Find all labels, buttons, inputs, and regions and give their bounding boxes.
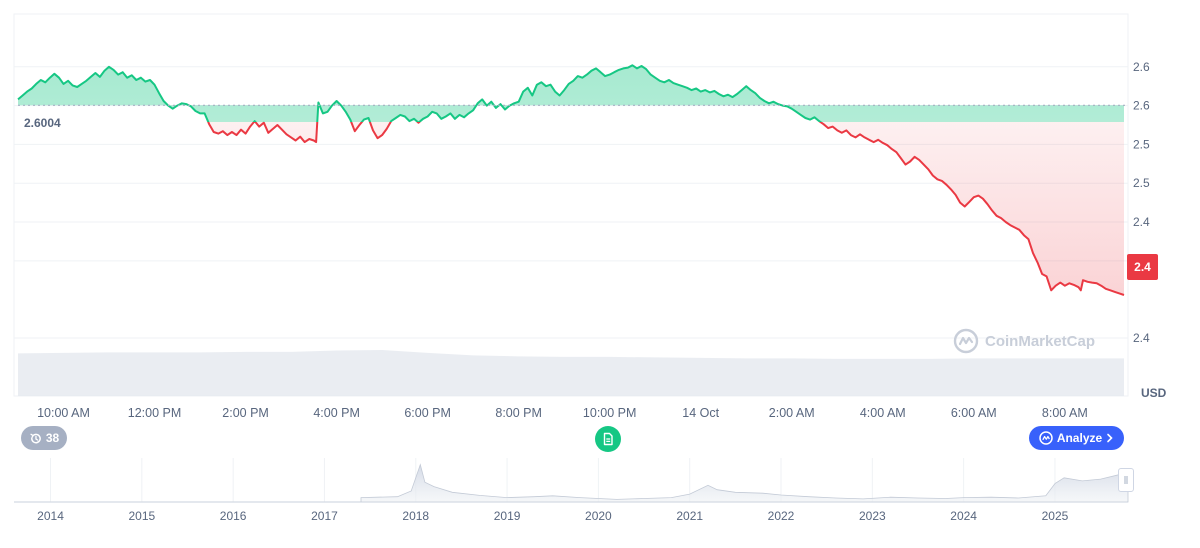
history-button[interactable]: 38 [21,426,67,450]
navigator-year-label-0: 2014 [37,509,64,523]
price-area-above [18,65,1124,122]
analyze-label: Analyze [1056,431,1103,445]
x-tick-label-4: 6:00 PM [404,406,451,420]
y-axis: 2.62.62.52.52.42.42.4 [1133,60,1150,345]
y-axis-unit: USD [1141,386,1167,400]
x-tick-label-6: 10:00 PM [583,406,637,420]
x-axis: 10:00 AM 12:00 PM 2:00 PM 4:00 PM 6:00 PM 8:0… [37,406,1088,420]
price-line [17,64,1125,296]
navigator-year-label-10: 2024 [950,509,977,523]
x-tick-label-8: 2:00 AM [769,406,815,420]
navigator-year-label-6: 2020 [585,509,612,523]
navigator-year-label-8: 2022 [768,509,795,523]
news-marker[interactable] [595,426,621,452]
x-tick-label-9: 4:00 AM [860,406,906,420]
y-tick-label-3: 2.5 [1133,176,1150,190]
x-tick-label-7: 14 Oct [682,406,719,420]
x-tick-label-11: 8:00 AM [1042,406,1088,420]
reference-price-label: 2.6004 [21,115,64,131]
history-count: 38 [45,431,60,445]
analyze-icon [1039,431,1053,445]
x-tick-label-2: 2:00 PM [222,406,269,420]
volume-area [18,350,1124,396]
history-icon [30,433,41,443]
navigator-year-label-4: 2018 [402,509,429,523]
x-tick-label-10: 6:00 AM [951,406,997,420]
current-price-tag: 2.4 [1127,254,1158,280]
y-tick-label-low: 2.4 [1133,331,1150,345]
x-tick-label-5: 8:00 PM [495,406,542,420]
price-line-above [17,64,823,122]
x-tick-label-3: 4:00 PM [313,406,360,420]
volume-area-path [18,350,1124,396]
navigator-area [14,463,1129,503]
chevron-right-icon [1107,433,1113,443]
navigator-year-label-2: 2016 [220,509,247,523]
document-icon [603,432,613,446]
y-tick-label-0: 2.6 [1133,60,1150,74]
navigator-range-handle[interactable] [1118,468,1134,492]
coinmarketcap-logo-icon [953,328,979,354]
y-tick-label-4: 2.4 [1133,215,1150,229]
analyze-button[interactable]: Analyze [1029,426,1124,450]
navigator-year-label-3: 2017 [311,509,338,523]
watermark: CoinMarketCap [953,328,1095,354]
navigator[interactable]: 2014 2015 2016 2017 2018 2019 2020 2021 2022 2023… [14,458,1129,523]
y-tick-label-1: 2.6 [1133,99,1150,113]
watermark-text: CoinMarketCap [985,332,1096,350]
navigator-year-label-11: 2025 [1042,509,1069,523]
grip-icon [1124,476,1128,484]
navigator-year-label-1: 2015 [128,509,155,523]
price-area-below [208,122,1124,295]
price-area [18,65,1124,295]
x-tick-label-1: 12:00 PM [128,406,182,420]
y-tick-label-2: 2.5 [1133,137,1150,151]
navigator-year-label-9: 2023 [859,509,886,523]
price-line-below [207,122,1125,296]
navigator-year-label-7: 2021 [676,509,703,523]
x-tick-label-0: 10:00 AM [37,406,90,420]
navigator-year-label-5: 2019 [494,509,521,523]
